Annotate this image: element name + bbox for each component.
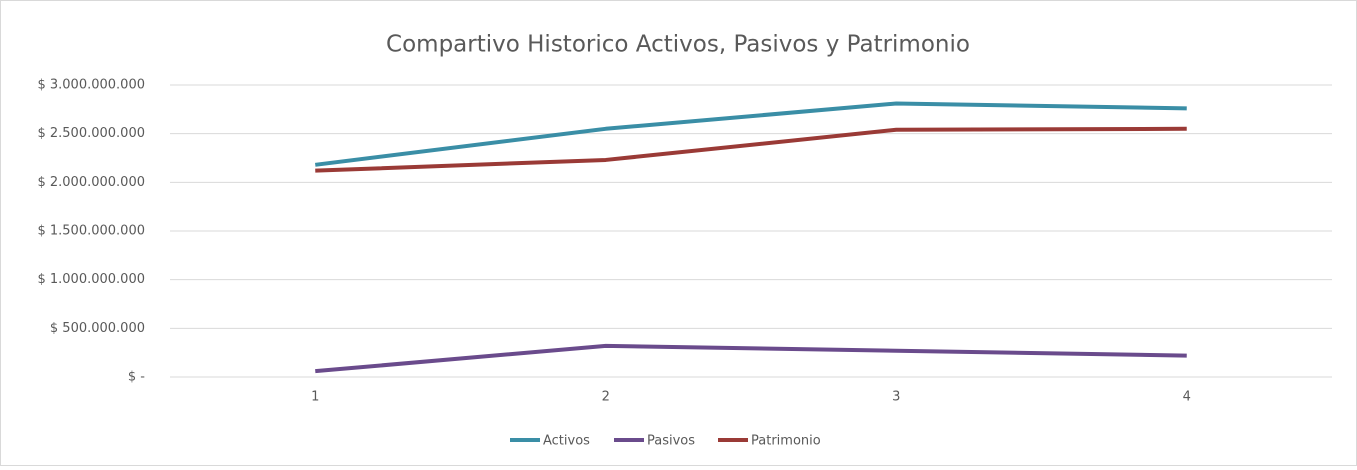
series-line [315,101,1187,167]
y-tick-label: $ 3.000.000.000 [37,78,145,93]
x-tick-label: 1 [311,390,319,405]
legend-label: Activos [543,434,590,449]
series-line [315,126,1187,173]
legend-label: Patrimonio [751,434,821,449]
y-tick-label: $ 500.000.000 [50,321,145,336]
y-tick-label: $ 1.500.000.000 [37,224,145,239]
x-tick-label: 2 [602,390,610,405]
chart-title: Compartivo Historico Activos, Pasivos y … [386,32,970,58]
x-tick-label: 4 [1183,390,1191,405]
y-tick-label: $ 2.500.000.000 [37,126,145,141]
x-tick-label: 3 [892,390,900,405]
y-tick-label: $ 1.000.000.000 [37,272,145,287]
legend-label: Pasivos [647,434,695,449]
y-tick-label: $ 2.000.000.000 [37,175,145,190]
y-tick-label: $ - [128,370,145,385]
series-line [315,343,1187,374]
